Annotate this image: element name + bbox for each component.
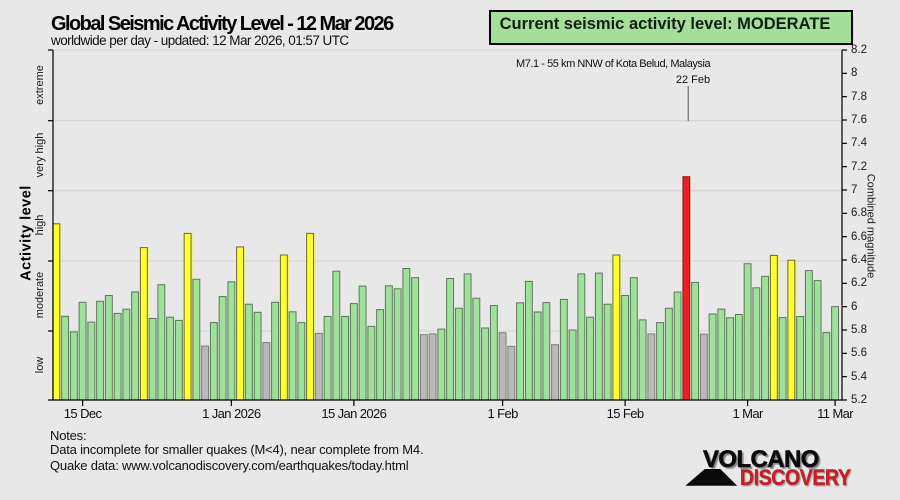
svg-text:low: low (34, 357, 46, 374)
svg-text:moderate: moderate (34, 272, 46, 318)
svg-text:Combined magnitude: Combined magnitude (865, 174, 877, 279)
svg-text:high: high (34, 215, 46, 236)
svg-text:Activity level: Activity level (18, 185, 34, 281)
svg-text:very high: very high (34, 133, 46, 178)
svg-text:extreme: extreme (34, 65, 46, 105)
